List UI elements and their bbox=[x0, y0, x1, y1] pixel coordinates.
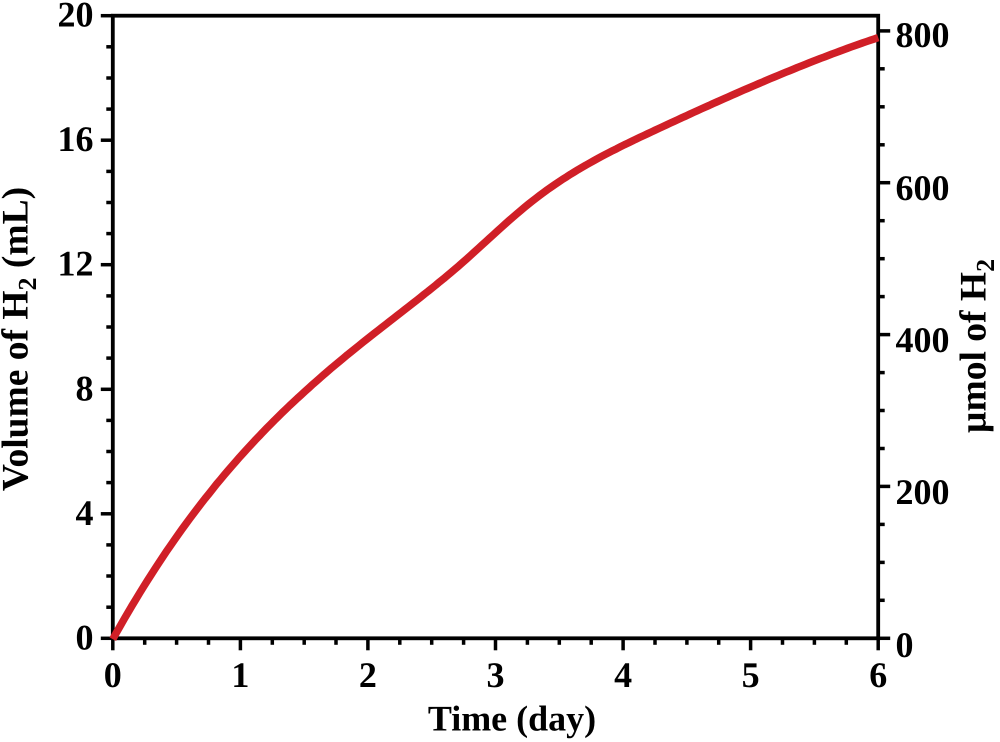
svg-text:2: 2 bbox=[359, 655, 377, 695]
svg-text:20: 20 bbox=[58, 0, 94, 35]
svg-text:4: 4 bbox=[614, 655, 632, 695]
svg-text:200: 200 bbox=[896, 472, 950, 512]
svg-text:400: 400 bbox=[896, 320, 950, 360]
svg-text:4: 4 bbox=[76, 493, 94, 533]
svg-text:5: 5 bbox=[742, 655, 760, 695]
svg-text:800: 800 bbox=[896, 15, 950, 55]
svg-text:6: 6 bbox=[869, 655, 887, 695]
svg-text:12: 12 bbox=[58, 244, 94, 284]
svg-text:1: 1 bbox=[231, 655, 249, 695]
svg-text:3: 3 bbox=[487, 655, 505, 695]
svg-text:Time (day): Time (day) bbox=[428, 699, 596, 739]
svg-text:8: 8 bbox=[76, 368, 94, 408]
svg-text:0: 0 bbox=[896, 625, 914, 665]
svg-text:0: 0 bbox=[76, 617, 94, 657]
svg-text:0: 0 bbox=[104, 655, 122, 695]
svg-text:16: 16 bbox=[58, 119, 94, 159]
svg-text:Volume of H2 (mL): Volume of H2 (mL) bbox=[0, 187, 42, 491]
svg-text:µmol of H2: µmol of H2 bbox=[954, 259, 1000, 433]
svg-text:600: 600 bbox=[896, 168, 950, 208]
